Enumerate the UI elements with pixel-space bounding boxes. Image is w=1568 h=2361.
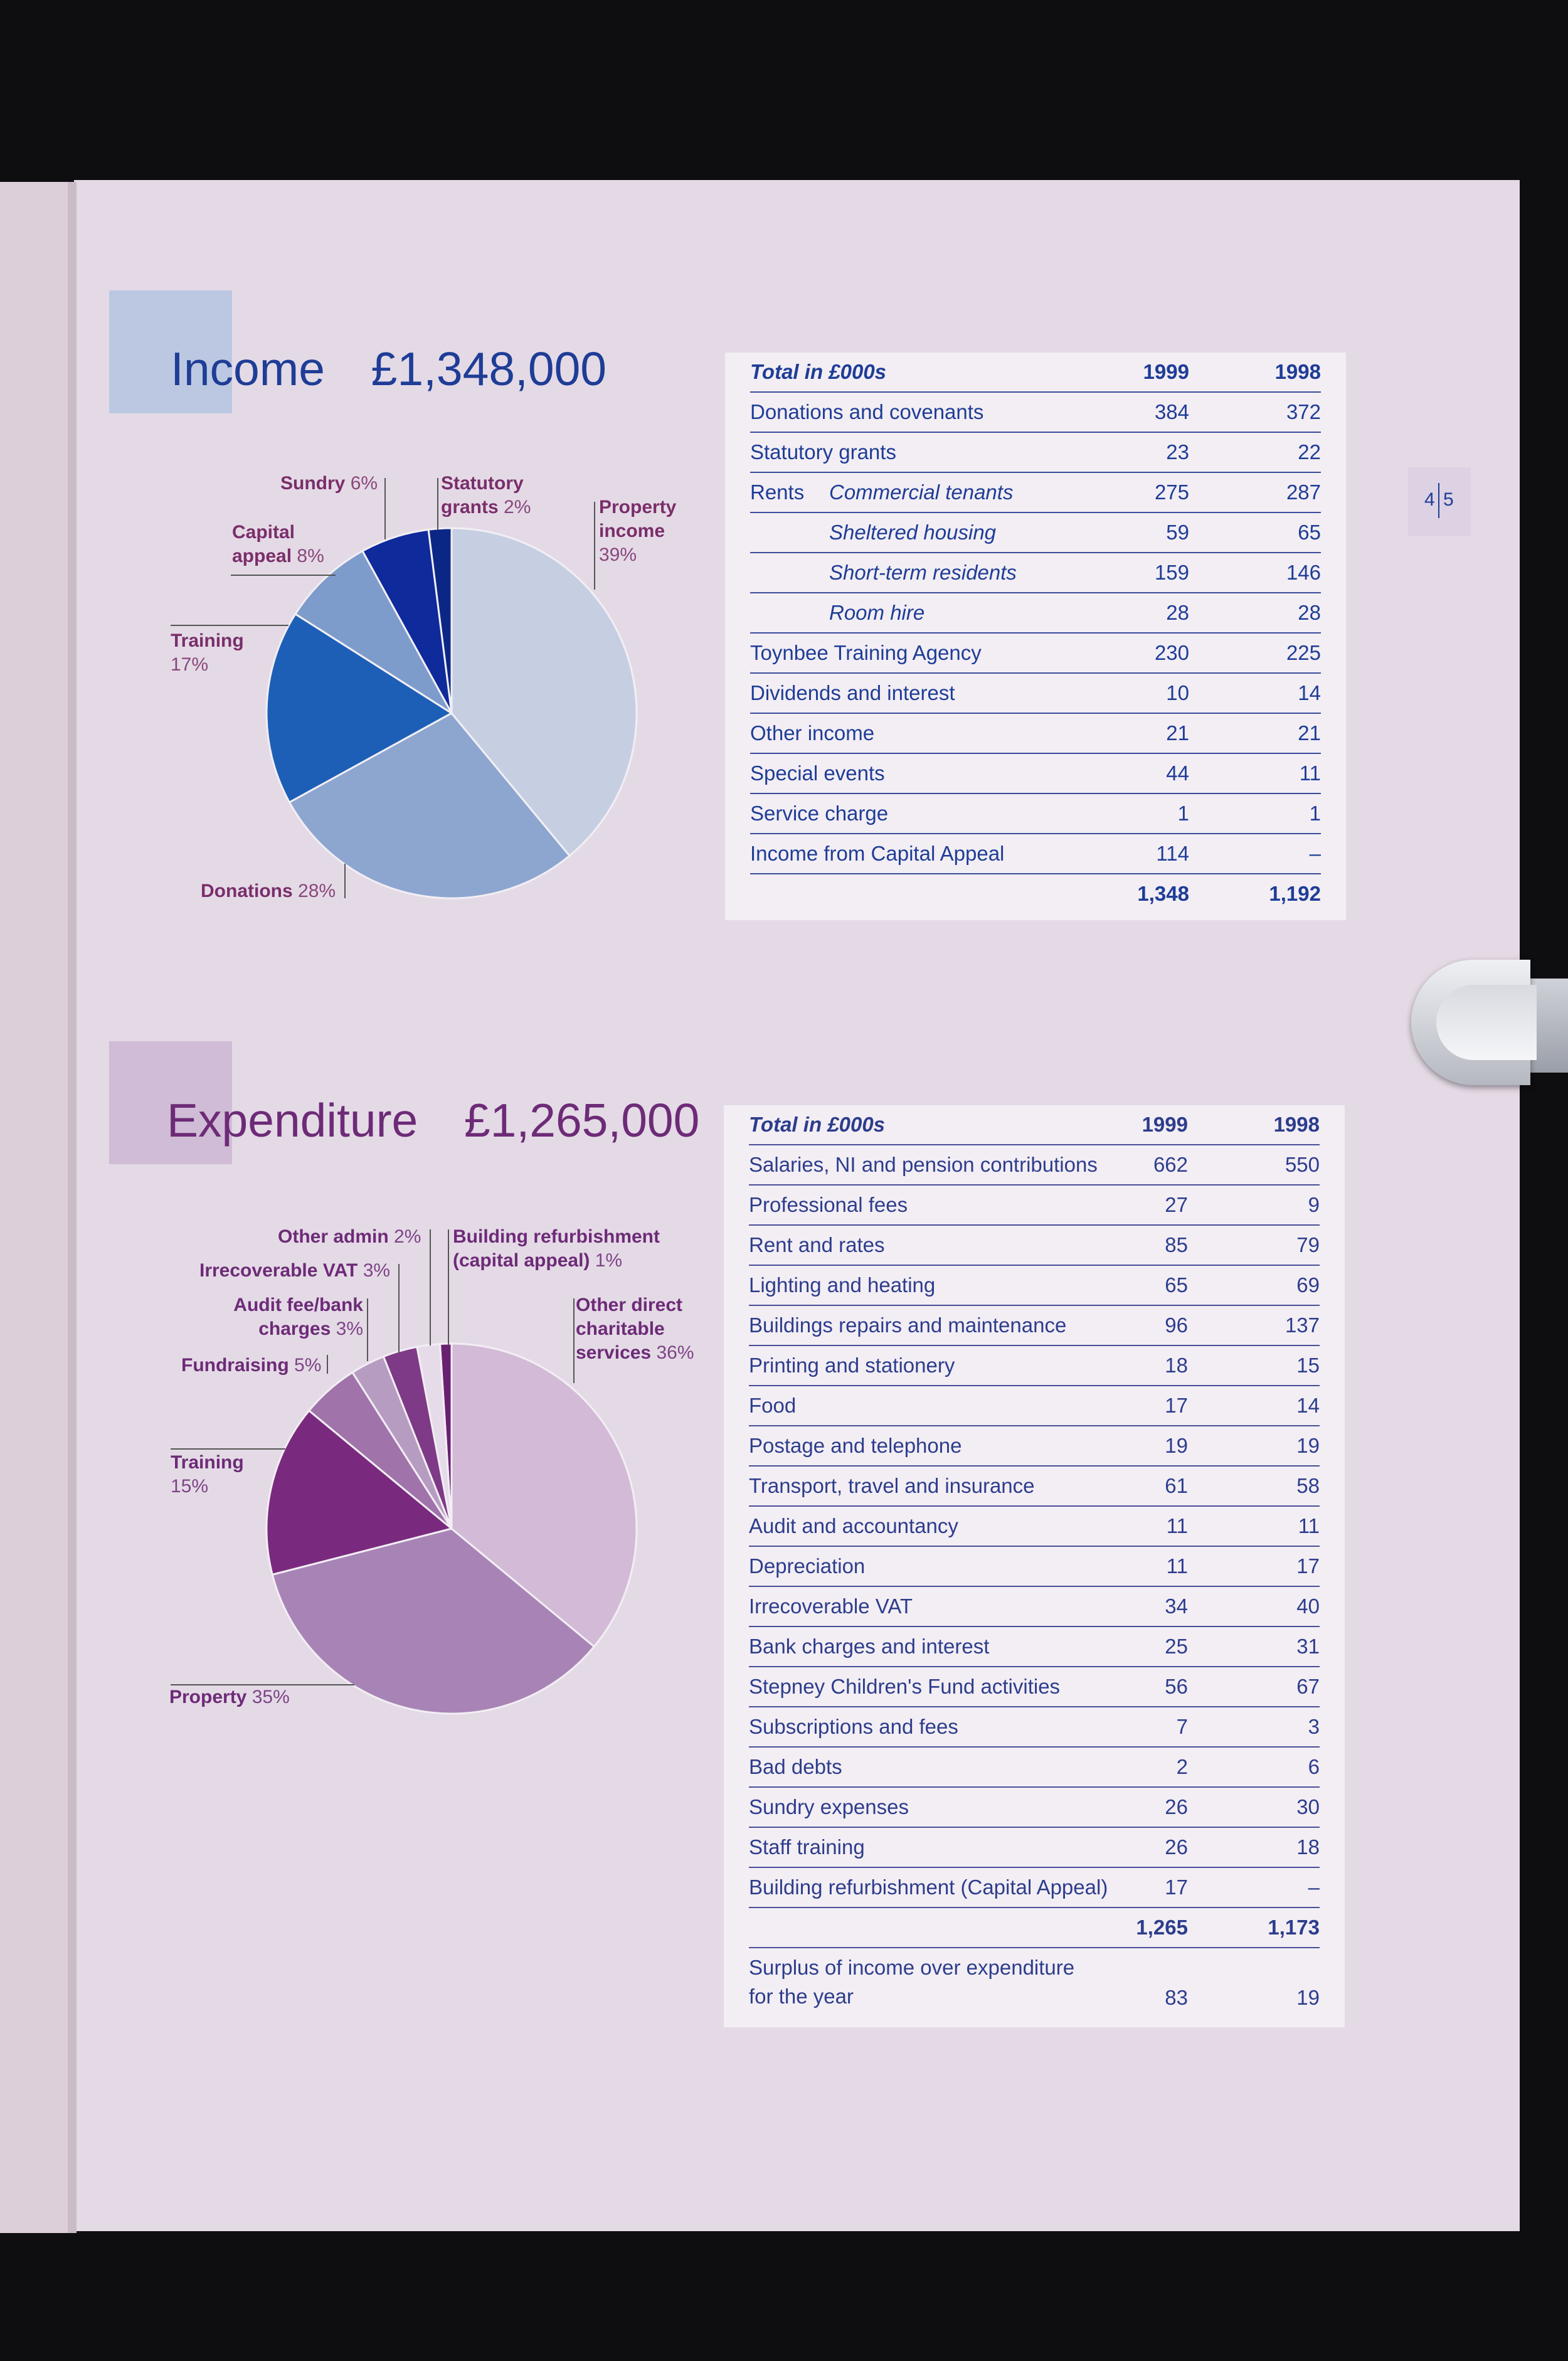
expenditure-title-square	[109, 1041, 232, 1164]
table-row: Toynbee Training Agency 230 225	[750, 634, 1321, 674]
income-header-label: Total in £000s	[750, 360, 887, 383]
table-row: Bad debts 2 6	[749, 1748, 1320, 1788]
table-row: Other income 21 21	[750, 714, 1321, 754]
table-row: Room hire 28 28	[750, 593, 1321, 634]
table-row: Sheltered housing 59 65	[750, 513, 1321, 553]
income-title: Income £1,348,000	[171, 342, 607, 396]
income-label-training: Training 17%	[171, 630, 244, 675]
table-row: Special events 44 11	[750, 754, 1321, 794]
pie-slice-property	[271, 1527, 596, 1715]
income-title-square	[109, 290, 232, 413]
table-row: Salaries, NI and pension contributions 66…	[749, 1145, 1320, 1186]
table-row: Irrecoverable VAT 34 40	[749, 1587, 1320, 1627]
table-row: Audit and accountancy 11 11	[749, 1507, 1320, 1547]
pie-slice-donations	[288, 712, 571, 899]
pie-slice-training	[265, 1409, 454, 1576]
binder-clip-inner	[1436, 985, 1537, 1060]
table-row: Service charge 1 1	[750, 794, 1321, 834]
binding-spine	[68, 182, 77, 2233]
income-label-donations: Donations 28%	[201, 881, 336, 901]
table-row: Dividends and interest 10 14	[750, 674, 1321, 714]
surplus-1998: 19	[1296, 1986, 1320, 2009]
income-table: Total in £000s 1999 1998 Donations and c…	[725, 353, 1346, 920]
expenditure-title-amount: £1,265,000	[464, 1094, 700, 1147]
table-row: Income from Capital Appeal 114 –	[750, 834, 1321, 874]
pie-slice-training	[265, 612, 453, 804]
surplus-1999: 83	[1165, 1986, 1188, 2009]
expenditure-total-row: 1,265 1,173	[749, 1908, 1320, 1948]
table-row: Printing and stationery 18 15	[749, 1346, 1320, 1386]
expenditure-total-1999: 1,265	[1136, 1916, 1188, 1939]
table-row: Postage and telephone 19 19	[749, 1426, 1320, 1467]
pie-slice-capital-appeal	[294, 549, 453, 714]
surplus-label: Surplus of income over expenditure for th…	[749, 1956, 1075, 2008]
table-row: Professional fees 27 9	[749, 1186, 1320, 1226]
table-row: Buildings repairs and maintenance 96 137	[749, 1306, 1320, 1346]
page-number-right: 5	[1443, 489, 1454, 510]
binder-clip	[1411, 960, 1537, 1085]
income-label-statutory-grants: Statutory grants 2%	[441, 473, 531, 517]
income-title-amount: £1,348,000	[371, 342, 607, 395]
income-header-1998: 1998	[1274, 360, 1321, 383]
table-row: Staff training 26 18	[749, 1828, 1320, 1868]
table-row: Depreciation 11 17	[749, 1547, 1320, 1587]
expenditure-label-irrecoverable-vat: Irrecoverable VAT 3%	[199, 1260, 391, 1281]
income-label-capital-appeal: Capital appeal 8%	[232, 522, 324, 566]
income-total-1998: 1,192	[1269, 882, 1321, 905]
expenditure-total-1998: 1,173	[1268, 1916, 1320, 1939]
expenditure-title-word: Expenditure	[167, 1094, 418, 1147]
table-row: Sundry expenses 26 30	[749, 1788, 1320, 1828]
income-total-1999: 1,348	[1137, 882, 1189, 905]
page-number-left: 4	[1424, 489, 1435, 510]
table-row: Food 17 14	[749, 1386, 1320, 1426]
table-row: Building refurbishment (Capital Appeal) 1…	[749, 1868, 1320, 1908]
expenditure-table-header: Total in £000s 1999 1998	[749, 1105, 1320, 1145]
table-row: Bank charges and interest 25 31	[749, 1627, 1320, 1667]
income-label-property-income: Property income 39%	[599, 497, 677, 565]
table-row: Subscriptions and fees 7 3	[749, 1707, 1320, 1748]
table-row: Transport, travel and insurance 61 58	[749, 1467, 1320, 1507]
income-label-sundry: Sundry 6%	[280, 473, 378, 494]
surplus-row: Surplus of income over expenditure for th…	[749, 1948, 1320, 2019]
expenditure-label-training: Training 15%	[171, 1452, 244, 1497]
table-row: Donations and covenants 384 372	[750, 393, 1321, 433]
expenditure-pie-chart	[171, 1229, 638, 1715]
income-pie-chart	[171, 478, 638, 899]
expenditure-label-building-refurbishment: Building refurbishment (capital appeal) 1…	[453, 1226, 660, 1271]
expenditure-header-1998: 1998	[1273, 1113, 1320, 1136]
left-page-edge	[0, 182, 74, 2233]
expenditure-label-other-direct-charitable: Other direct charitable services 36%	[576, 1295, 694, 1363]
income-header-1999: 1999	[1143, 360, 1189, 383]
table-row: Statutory grants 23 22	[750, 433, 1321, 473]
page-number-divider	[1438, 483, 1439, 518]
income-total-row: 1,348 1,192	[750, 874, 1321, 913]
table-row: Stepney Children's Fund activities 56 67	[749, 1667, 1320, 1707]
table-row: Rent and rates 85 79	[749, 1226, 1320, 1266]
expenditure-table: Total in £000s 1999 1998 Salaries, NI an…	[724, 1105, 1345, 2027]
income-table-header: Total in £000s 1999 1998	[750, 353, 1321, 393]
income-title-word: Income	[171, 342, 325, 395]
expenditure-label-fundraising: Fundraising 5%	[181, 1355, 322, 1376]
expenditure-label-audit-fee: Audit fee/bank charges 3%	[233, 1295, 363, 1339]
expenditure-header-1999: 1999	[1142, 1113, 1188, 1136]
expenditure-label-other-admin: Other admin 2%	[278, 1226, 421, 1247]
table-row: Rents Commercial tenants 275 287	[750, 473, 1321, 513]
expenditure-label-property: Property 35%	[169, 1687, 290, 1707]
table-row: Lighting and heating 65 69	[749, 1266, 1320, 1306]
pie-slice-property-income	[450, 527, 638, 857]
rents-label: Rents	[750, 480, 805, 504]
page-number-tab: 4 5	[1408, 467, 1471, 536]
expenditure-title: Expenditure £1,265,000	[167, 1093, 699, 1147]
expenditure-header-label: Total in £000s	[749, 1113, 886, 1136]
table-row: Short-term residents 159 146	[750, 553, 1321, 593]
pie-slice-other-direct-charitable	[450, 1342, 638, 1648]
